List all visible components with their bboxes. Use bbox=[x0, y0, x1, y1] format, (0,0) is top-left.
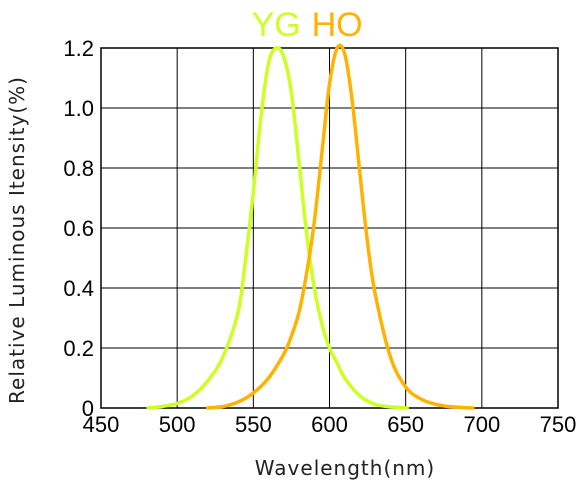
plot-frame bbox=[100, 47, 559, 409]
x-tick-label: 550 bbox=[235, 412, 272, 437]
series-line-yg bbox=[146, 46, 409, 410]
y-tick-label: 1.0 bbox=[63, 96, 94, 121]
y-tick-label: 0.4 bbox=[63, 276, 94, 301]
y-tick-label: 0 bbox=[82, 396, 94, 421]
y-tick-labels: 0 0.2 0.4 0.6 0.8 1.0 1.2 bbox=[63, 36, 94, 421]
x-tick-label: 450 bbox=[83, 412, 120, 437]
y-tick-label: 0.6 bbox=[63, 216, 94, 241]
y-tick-label: 0.2 bbox=[63, 336, 94, 361]
x-tick-label: 750 bbox=[540, 412, 577, 437]
y-axis-title: Relative Luminous Itensity(%) bbox=[5, 76, 29, 404]
x-tick-label: 500 bbox=[159, 412, 196, 437]
series-label-ho: HO bbox=[312, 6, 363, 44]
series-line-ho bbox=[205, 43, 475, 410]
x-tick-labels: 450 500 550 600 650 700 750 bbox=[83, 412, 577, 437]
x-tick-label: 600 bbox=[311, 412, 348, 437]
x-tick-label: 700 bbox=[463, 412, 500, 437]
plot-border bbox=[100, 47, 559, 409]
series-lines bbox=[146, 43, 475, 410]
series-label-yg: YG bbox=[252, 6, 301, 44]
grid bbox=[100, 47, 559, 409]
x-axis-title: Wavelength(nm) bbox=[255, 456, 435, 480]
y-tick-label: 0.8 bbox=[63, 156, 94, 181]
x-tick-label: 650 bbox=[387, 412, 424, 437]
y-tick-label: 1.2 bbox=[63, 36, 94, 61]
series-labels: YG HO bbox=[252, 6, 363, 44]
